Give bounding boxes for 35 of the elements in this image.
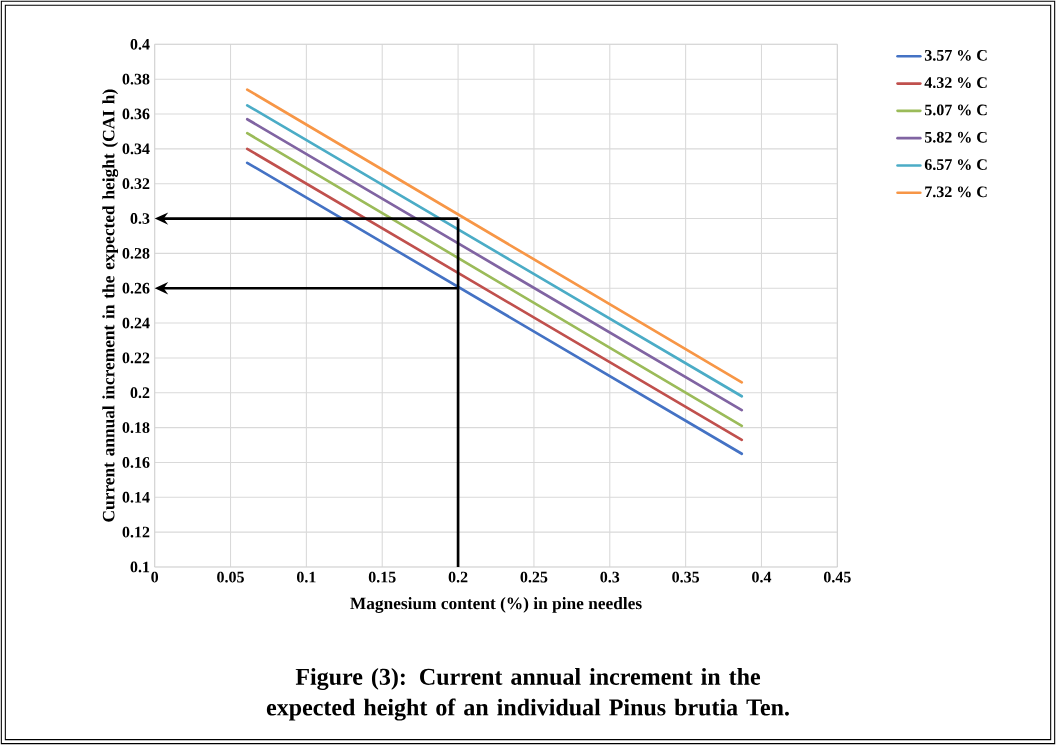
x-axis-title: Magnesium content (%) in pine needles	[350, 597, 642, 613]
x-tick-label: 0.35	[672, 571, 700, 583]
legend-label: 5.07 % C	[924, 104, 987, 116]
text: Figure (3): Current annual increment in the expected height of an individual Pinus brutia Ten.	[266, 668, 789, 721]
y-tick-label: 0.34	[122, 143, 150, 155]
y-tick-label: 0.3	[130, 213, 150, 224]
y-tick-label: 0.28	[122, 247, 150, 259]
x-tick-label: 0.4	[752, 571, 772, 583]
legend-label: 7.32 % C	[925, 186, 987, 198]
legend-label: 6.57 % C	[924, 159, 987, 171]
y-tick-label: 0.12	[122, 526, 150, 538]
x-tick-label: 0.1	[296, 571, 316, 583]
x-tick-label: 0.05	[217, 571, 244, 583]
y-tick-label: 0.4	[130, 38, 150, 50]
legend-label: 4.32 % C	[924, 77, 987, 89]
x-tick-label: 0.45	[823, 571, 851, 583]
legend-label: 3.57 % C	[924, 49, 987, 61]
x-tick-label: 0.25	[520, 571, 548, 583]
y-tick-label: 0.38	[122, 73, 150, 85]
x-tick-label: 0	[151, 571, 159, 583]
y-tick-label: 0.14	[122, 491, 150, 503]
y-tick-label: 0.26	[122, 282, 150, 294]
legend-label: 5.82 % C	[924, 131, 987, 143]
x-tick-label: 0.2	[448, 571, 468, 583]
y-tick-label: 0.24	[122, 317, 150, 329]
y-tick-label: 0.36	[122, 108, 150, 120]
y-tick-label: 0.2	[130, 387, 150, 399]
y-tick-label: 0.18	[122, 422, 150, 434]
x-tick-label: 0.15	[368, 571, 396, 583]
y-tick-label: 0.1	[130, 561, 150, 573]
y-tick-label: 0.16	[122, 457, 150, 468]
y-tick-label: 0.32	[122, 178, 150, 190]
y-axis-title: Current annual increment in the expected height (CAI h)	[102, 89, 119, 522]
x-tick-label: 0.3	[600, 571, 620, 583]
y-tick-label: 0.22	[122, 352, 150, 364]
